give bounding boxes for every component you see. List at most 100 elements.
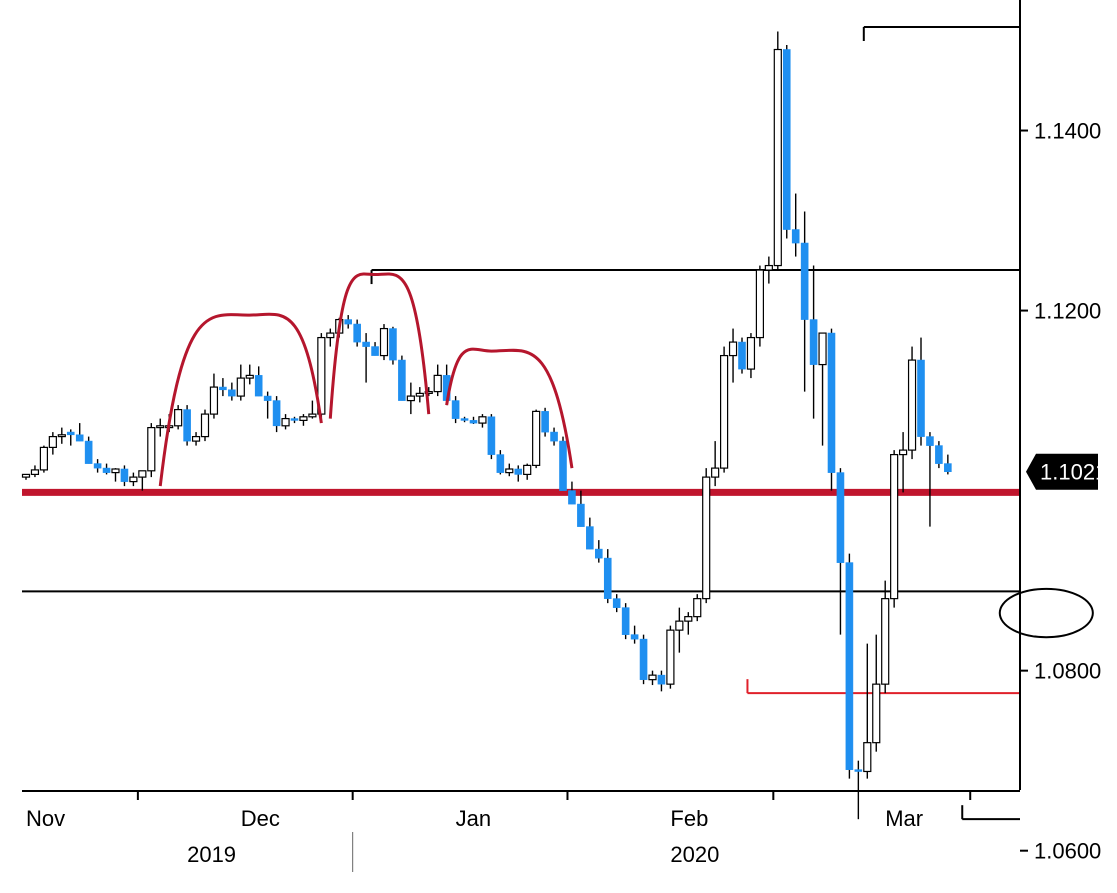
candle-up <box>174 408 183 427</box>
candle-down <box>809 319 818 365</box>
candle-up <box>872 683 881 744</box>
candle-down <box>362 341 370 347</box>
candle-up <box>308 413 317 418</box>
candle-up <box>200 413 210 438</box>
candle-down <box>469 420 478 424</box>
candle-up <box>532 410 541 467</box>
candle-down <box>541 411 549 433</box>
candle-down <box>389 328 397 361</box>
candle-down <box>639 638 648 680</box>
candle-up <box>209 386 219 415</box>
x-month-label: Mar <box>885 806 923 831</box>
candle-down <box>487 416 496 455</box>
candle-down <box>845 562 854 770</box>
candle-up <box>326 332 335 339</box>
candle-down <box>183 409 191 442</box>
candle-up <box>478 416 487 424</box>
candle-down <box>586 526 594 550</box>
candle-up <box>191 435 201 442</box>
last-price-badge: 1.1021 <box>1026 453 1107 490</box>
pattern-arc <box>328 272 431 419</box>
y-axis: 1.1400 1.1200 1.0800 1.0600 <box>1019 0 1101 864</box>
candle-down <box>272 400 281 427</box>
candle-down <box>603 557 612 599</box>
pattern-arc <box>158 312 323 487</box>
candle-up <box>39 446 49 471</box>
candle-down <box>621 607 630 635</box>
pattern-arc <box>445 347 574 469</box>
candle-down <box>738 341 746 370</box>
x-month-label: Dec <box>241 806 280 831</box>
candle-down <box>854 769 863 772</box>
candle-up <box>746 336 756 370</box>
candle-up <box>818 332 827 366</box>
last-price-label: 1.1021 <box>1040 460 1107 485</box>
candle-up <box>156 425 165 429</box>
candle-down <box>935 445 943 464</box>
candle-up <box>675 620 684 631</box>
candle-up <box>711 467 720 478</box>
candle-down <box>496 454 505 473</box>
candle-down <box>263 395 272 401</box>
candle-up <box>648 674 657 681</box>
x-month-label: Jan <box>456 806 491 831</box>
candle-up <box>505 468 514 474</box>
x-axis: Nov Dec Jan Feb Mar 2019 2020 <box>22 790 1020 872</box>
candle-up <box>693 598 702 618</box>
candle-up <box>523 464 532 476</box>
candle-down <box>577 503 585 527</box>
candle-down <box>514 468 523 475</box>
x-month-label: Feb <box>670 806 708 831</box>
candle-up <box>57 434 66 438</box>
candle-up <box>129 476 138 483</box>
candle-down <box>102 467 111 473</box>
candle-up <box>881 598 890 685</box>
candle-down <box>559 440 567 491</box>
candle-up <box>424 390 433 394</box>
candle-up <box>719 354 729 469</box>
candle-down <box>630 634 639 640</box>
candle-down <box>344 319 353 325</box>
candle-up <box>147 426 156 472</box>
candle-up <box>898 449 908 456</box>
candle-down <box>120 468 129 482</box>
candle-up <box>379 327 389 357</box>
candle-up <box>111 468 120 474</box>
candle-up <box>406 395 415 402</box>
candle-down <box>93 463 102 469</box>
candle-down <box>84 440 93 464</box>
candle-up <box>30 469 40 476</box>
candle-up <box>907 359 917 451</box>
x-year-label: 2019 <box>187 842 236 867</box>
candle-up <box>666 629 675 685</box>
candle-down <box>228 389 236 397</box>
candle-down <box>944 463 952 473</box>
candle-up <box>702 476 711 600</box>
y-tick-label: 1.0600 <box>1034 839 1101 864</box>
candle-up <box>138 470 147 478</box>
candle-down <box>451 400 460 419</box>
y-tick-label: 1.0800 <box>1034 659 1101 684</box>
plot-area <box>21 26 1094 821</box>
x-month-label: Nov <box>26 806 65 831</box>
candle-down <box>926 436 934 446</box>
candle-down <box>917 359 925 437</box>
candle-up <box>764 264 773 271</box>
highlight-ellipse <box>998 587 1094 639</box>
candle-up <box>299 416 308 421</box>
candle-down <box>219 386 227 391</box>
last-price-badge-shape <box>1026 453 1098 490</box>
x-year-label: 2020 <box>670 842 719 867</box>
candle-down <box>290 418 299 421</box>
candle-up <box>415 392 424 397</box>
candle-down <box>460 418 469 421</box>
candle-down <box>836 472 845 563</box>
y-tick-label: 1.1400 <box>1034 119 1101 144</box>
candle-down <box>657 674 666 685</box>
candle-down <box>353 323 361 343</box>
candle-down <box>550 431 558 442</box>
candle-up <box>236 377 245 397</box>
candle-up <box>281 417 290 427</box>
candle-up <box>728 341 738 357</box>
